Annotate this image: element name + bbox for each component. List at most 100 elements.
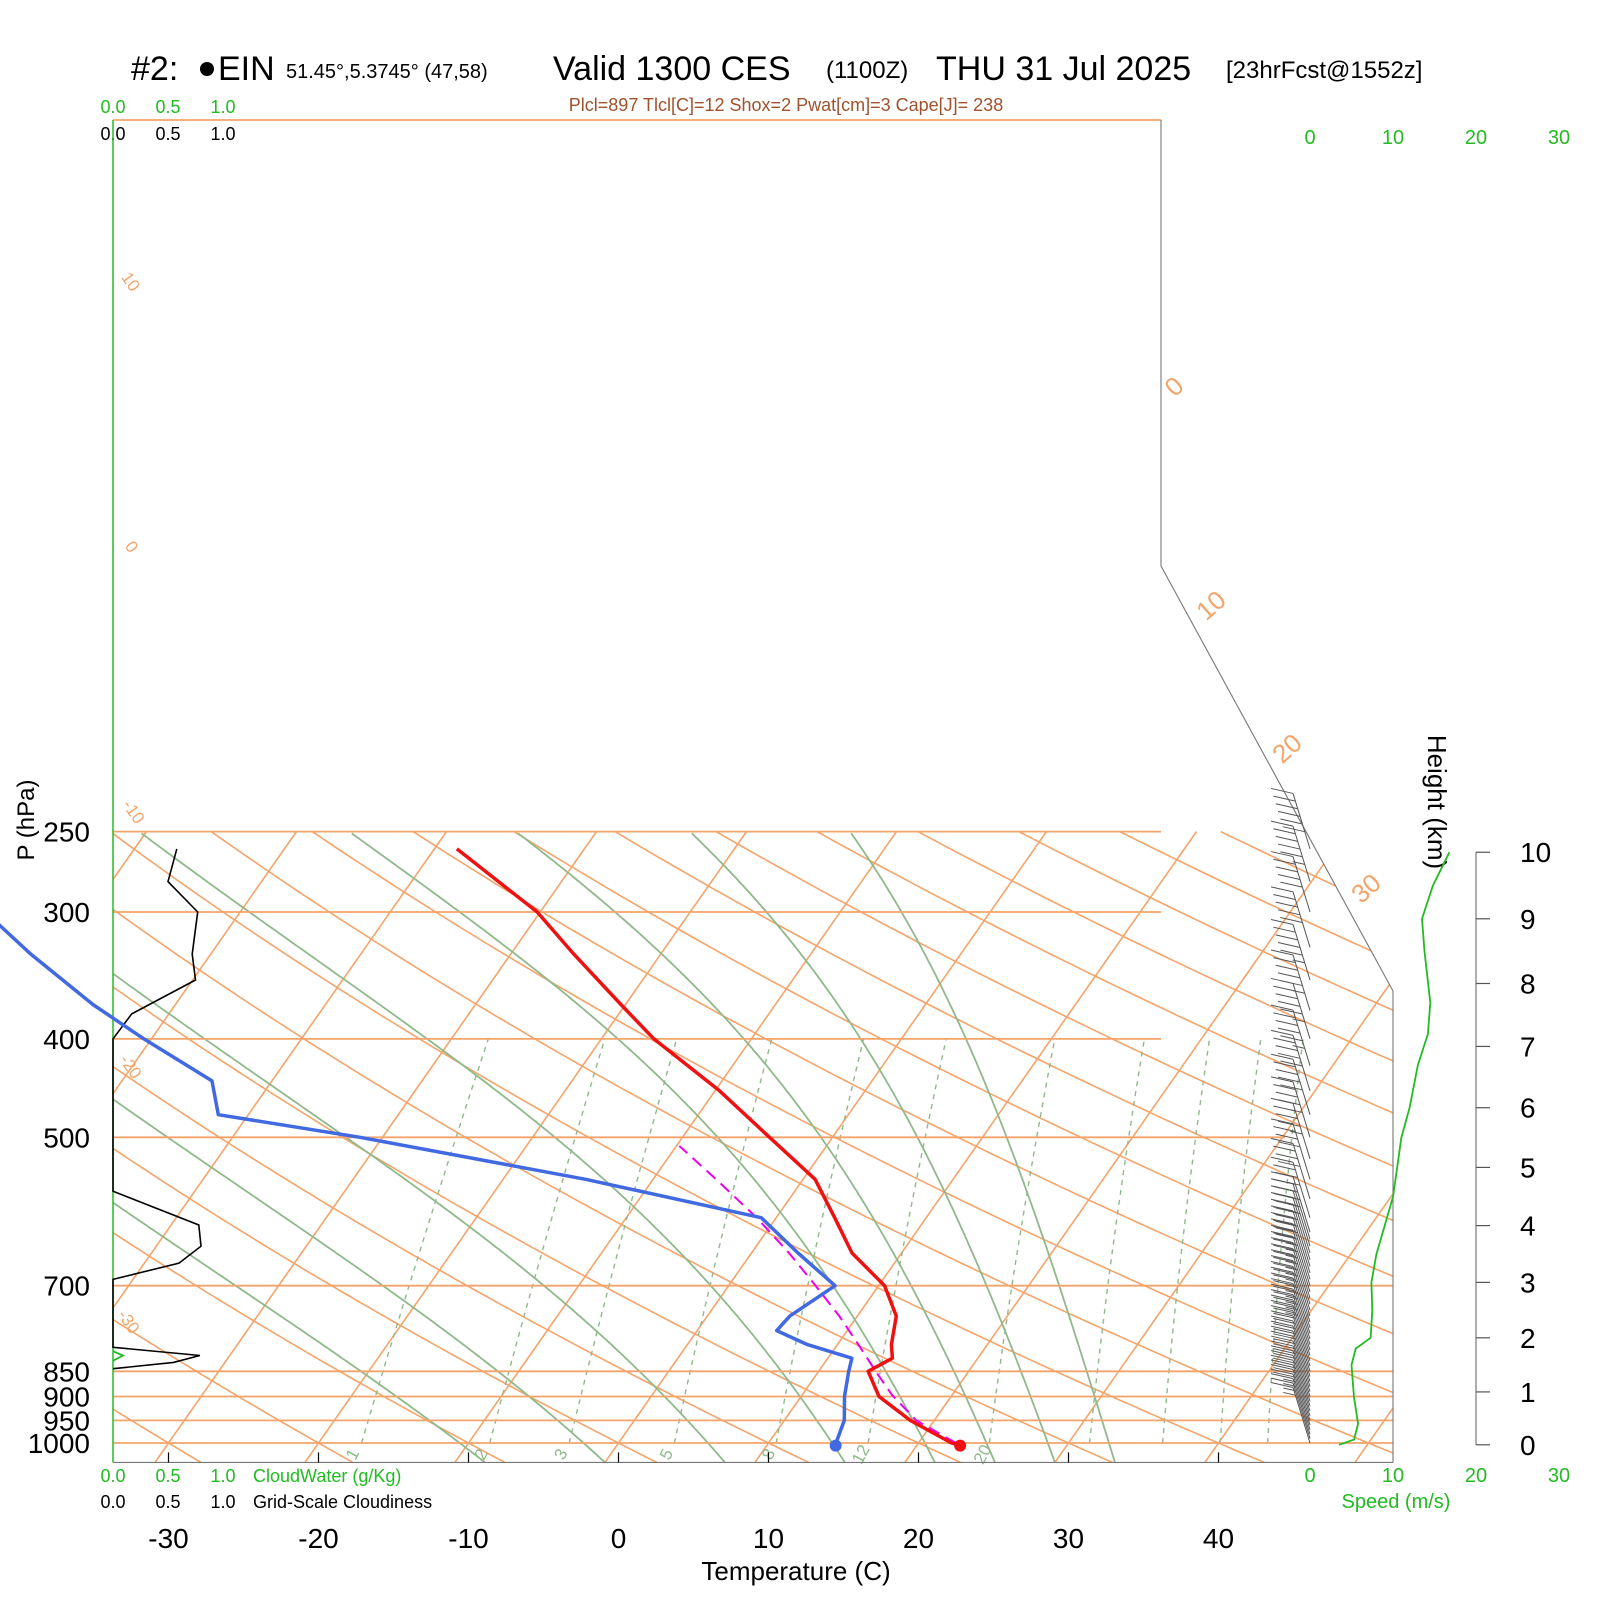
barb-shaft (1292, 1103, 1311, 1159)
dry-adiabat-line (311, 830, 1393, 1464)
barb-flag (1285, 1260, 1298, 1265)
barb-flag (1270, 1294, 1294, 1301)
barb-flag (1273, 1238, 1296, 1245)
isotherm-line (604, 831, 1048, 1463)
barb-shaft (1292, 856, 1311, 913)
barb-flag (1270, 919, 1294, 926)
surface-dewpoint-dot (829, 1439, 842, 1452)
pressure-label: 500 (43, 1122, 90, 1153)
pressure-label: 250 (43, 817, 90, 848)
barb-shaft (1292, 1350, 1311, 1407)
barb-shaft (1292, 1143, 1311, 1200)
barb-flag (1270, 851, 1294, 858)
barb-flag (1273, 957, 1296, 964)
barb-flag (1273, 1367, 1296, 1374)
isotherm-line (113, 831, 298, 1463)
valid-date: THU 31 Jul 2025 (936, 50, 1191, 88)
barb-flag (1270, 1330, 1294, 1337)
barb-flag (1277, 1052, 1301, 1059)
moist-adiabat-line (113, 832, 606, 1464)
barb-flag (1285, 1242, 1298, 1247)
barb-flag (1273, 1262, 1296, 1269)
barb-flag (1270, 1156, 1294, 1163)
dry-adiabat-label: -10 (119, 796, 149, 827)
barb-flag (1285, 1290, 1298, 1294)
barb-flag (1270, 1315, 1294, 1322)
dry-adiabat-line (113, 830, 810, 1464)
barb-flag (1273, 1312, 1296, 1319)
barb-flag (1270, 1029, 1294, 1036)
barb-flag (1273, 1084, 1296, 1090)
barb-flag (1277, 909, 1301, 916)
barb-flag (1287, 1196, 1301, 1201)
barb-flag (1275, 1172, 1298, 1179)
barb-flag (1290, 1109, 1303, 1113)
barb-flag (1273, 1219, 1296, 1226)
barb-flag (1292, 989, 1305, 994)
wind-barb (1270, 1156, 1311, 1218)
site-coords: 51.45°,5.3745° (47,58) (286, 61, 488, 83)
barb-flag (1273, 1291, 1296, 1298)
isotherm-line (113, 831, 448, 1463)
pressure-label: 300 (43, 897, 90, 928)
speed-tick-top-3: 30 (1548, 127, 1570, 149)
site-id: #2: (131, 50, 178, 88)
barb-flag (1273, 1348, 1296, 1355)
cw-tick-bottom-1: 0.5 (155, 1466, 180, 1486)
barb-flag (1292, 959, 1305, 964)
speed-axis-label: Speed (m/s) (1342, 1491, 1451, 1513)
barb-flag (1280, 949, 1303, 956)
barb-shaft (1292, 1335, 1311, 1392)
barb-flag (1280, 818, 1303, 825)
mixing-ratio-label: 20 (970, 1441, 996, 1467)
y-axis-title: P (hPa) (13, 780, 40, 861)
height-tick-label: 0 (1520, 1430, 1536, 1461)
wind-barb (1270, 1373, 1311, 1435)
mixing-ratio-label: 1 (342, 1446, 363, 1463)
barb-flag (1280, 1084, 1303, 1091)
barb-flag (1273, 1232, 1296, 1239)
dry-adiabat-label: -30 (114, 1306, 144, 1337)
barb-flag (1275, 1069, 1298, 1076)
dry-adiabats (113, 830, 1393, 1464)
wind-barb (1270, 1320, 1311, 1382)
dry-adiabat-line (113, 830, 961, 1464)
dry-adiabat-line (113, 831, 506, 1464)
barb-flag (1277, 972, 1301, 979)
barb-flag (1280, 980, 1303, 987)
mixing-ratio-line (1161, 1038, 1211, 1444)
barb-flag (1273, 1371, 1296, 1378)
cloud-tick-top-1: 0.5 (155, 124, 180, 144)
barb-flag (1277, 941, 1301, 948)
stability-indices: Plcl=897 Tlcl[C]=12 Shox=2 Pwat[cm]=3 Ca… (569, 95, 1003, 115)
barb-flag (1273, 1226, 1296, 1233)
speed-tick-top-2: 20 (1465, 127, 1487, 149)
barb-flag (1275, 901, 1298, 908)
cloud-water-line (112, 1350, 125, 1362)
barb-flag (1270, 1382, 1294, 1389)
barb-flag (1275, 1113, 1298, 1120)
dry-adiabat-label: 10 (117, 269, 143, 295)
moist-adiabat-line (140, 832, 846, 1463)
wind-barbs (1270, 787, 1311, 1444)
barb-shaft (1292, 1340, 1311, 1397)
barb-flag (1273, 1318, 1296, 1324)
speed-tick-top-0: 0 (1304, 127, 1315, 149)
barb-shaft (1292, 954, 1311, 1011)
barb-flag (1273, 894, 1296, 900)
dry-adiabat-line (513, 830, 1393, 1464)
x-tick-label: 20 (903, 1523, 934, 1554)
dry-adiabat-line (1321, 830, 1393, 1464)
barb-flag (1270, 1373, 1294, 1380)
wind-barb (1270, 1377, 1311, 1439)
barb-shaft (1292, 1190, 1311, 1247)
barb-flag (1283, 1378, 1296, 1383)
mixing-ratio-line (360, 1038, 489, 1444)
dry-adiabat-line (715, 830, 1393, 1464)
wind-barb (1270, 1354, 1311, 1416)
barb-flag (1270, 1118, 1294, 1125)
chart-header: #2: EIN 51.45°,5.3745° (47,58) Valid 130… (131, 50, 1422, 115)
barb-flag (1285, 1266, 1298, 1271)
x-axis-ticks: -30 -20 -10 0 10 20 30 40 (148, 1452, 1234, 1554)
